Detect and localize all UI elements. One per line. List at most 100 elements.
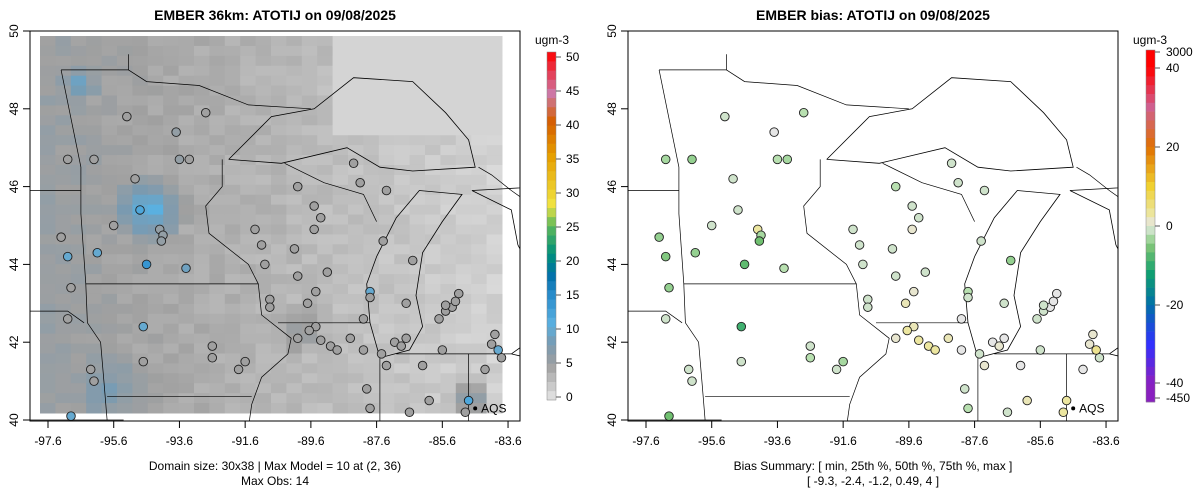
grid-cell: [378, 115, 395, 126]
station-marker: [1015, 360, 1026, 371]
grid-cell: [409, 155, 426, 166]
grid-cell: [163, 373, 180, 384]
grid-cell: [178, 393, 195, 404]
grid-cell: [440, 323, 457, 335]
colorbar-tick-label: 45: [566, 84, 580, 98]
grid-cell: [101, 135, 118, 146]
grid-cell: [240, 234, 257, 245]
grid-cell: [55, 65, 72, 77]
grid-cell: [286, 105, 303, 116]
grid-cell: [255, 363, 272, 374]
grid-cell: [70, 105, 87, 116]
grid-cell: [70, 373, 87, 384]
grid-cell: [101, 155, 118, 166]
grid-cell: [194, 95, 210, 106]
grid-cell: [378, 194, 395, 206]
grid-cell: [301, 135, 318, 146]
colorbar-swatch: [1146, 199, 1155, 209]
grid-cell: [209, 333, 226, 345]
grid-cell: [255, 174, 272, 186]
grid-cell: [224, 75, 241, 87]
colorbar-swatch: [547, 189, 556, 199]
grid-cell: [132, 184, 149, 196]
grid-cell: [425, 224, 441, 235]
grid-cell: [271, 194, 287, 206]
grid-cell: [378, 204, 395, 216]
grid-cell: [255, 333, 272, 345]
left-colorbar: 0 5 10 15 20 25 30 35 40 45 50: [546, 50, 580, 404]
grid-cell: [194, 393, 210, 404]
grid-cell: [301, 403, 318, 414]
grid-cell: [70, 363, 87, 374]
station-marker: [355, 177, 365, 188]
grid-cell: [348, 343, 364, 354]
grid-cell: [224, 65, 241, 77]
station-marker: [831, 364, 842, 375]
grid-cell: [394, 135, 411, 146]
left-footer-1: Domain size: 30x38 | Max Model = 10 at (…: [149, 459, 401, 473]
station-marker: [979, 185, 990, 196]
grid-cell: [194, 323, 210, 335]
grid-cell: [378, 145, 395, 156]
grid-cell: [378, 373, 395, 384]
lake-outline: [826, 77, 1074, 172]
grid-cell: [486, 373, 503, 384]
grid-cell: [194, 274, 210, 285]
grid-cell: [224, 274, 241, 285]
grid-cell: [271, 373, 287, 384]
station-marker: [381, 185, 392, 196]
station-marker: [782, 154, 793, 165]
grid-cell: [317, 115, 334, 126]
colorbar-swatch: [547, 280, 556, 291]
grid-cell: [486, 174, 503, 186]
grid-cell: [40, 274, 56, 285]
station-marker: [863, 302, 873, 312]
grid-cell: [317, 125, 334, 136]
grid-cell: [147, 45, 164, 57]
grid-cell: [317, 105, 334, 116]
grid-cell: [178, 75, 195, 87]
grid-cell: [455, 293, 472, 305]
x-tick-label: -87.6: [961, 434, 989, 448]
grid-cell: [178, 135, 195, 146]
lake-outline: [964, 190, 1061, 359]
grid-cell: [194, 55, 210, 67]
station-marker: [664, 282, 674, 293]
grid-cell: [425, 403, 441, 414]
grid-cell: [55, 323, 72, 335]
grid-cell: [317, 234, 334, 245]
grid-cell: [117, 313, 133, 325]
grid-cell: [378, 95, 395, 106]
grid-cell: [486, 274, 503, 285]
grid-cell: [455, 393, 472, 404]
grid-cell: [348, 323, 364, 335]
grid-cell: [117, 125, 133, 136]
grid-cell: [40, 174, 56, 186]
grid-cell: [455, 303, 472, 315]
grid-cell: [348, 125, 364, 136]
grid-cell: [286, 313, 303, 325]
station-marker: [858, 259, 868, 270]
station-marker: [1002, 407, 1013, 417]
grid-cell: [70, 403, 87, 414]
grid-cell: [40, 393, 56, 404]
grid-cell: [394, 313, 411, 325]
grid-cell: [286, 403, 303, 414]
station-marker: [887, 244, 898, 254]
station-marker: [1005, 255, 1016, 266]
colorbar-swatch: [547, 235, 556, 245]
grid-cell: [255, 313, 272, 325]
grid-cell: [348, 303, 364, 315]
grid-cell: [425, 145, 441, 156]
grid-cell: [332, 75, 349, 87]
grid-cell: [271, 224, 287, 235]
grid-cell: [55, 194, 72, 206]
grid-cell: [70, 224, 87, 235]
grid-cell: [378, 264, 395, 275]
grid-cell: [194, 363, 210, 374]
grid-cell: [363, 85, 380, 97]
grid-cell: [486, 36, 503, 47]
grid-cell: [117, 293, 133, 305]
grid-cell: [455, 313, 472, 325]
grid-cell: [471, 373, 488, 384]
